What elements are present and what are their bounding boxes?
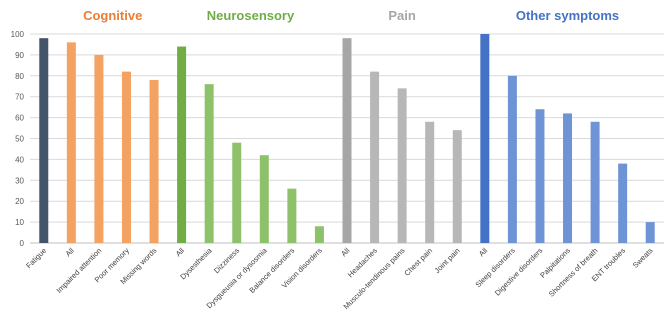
y-tick-label: 70: [15, 93, 24, 102]
bar-neurosensory-vision-disorders: [314, 226, 324, 243]
bar-cognitive-missing-words: [149, 79, 159, 243]
bar-neurosensory-all: [177, 46, 187, 243]
group-title-cognitive: Cognitive: [83, 8, 142, 23]
bar-fatigue: [39, 38, 49, 244]
bar-pain-chest-pain: [425, 121, 435, 243]
bar-other-symptoms-ent-troubles: [618, 163, 628, 243]
y-tick-label: 90: [15, 51, 24, 60]
x-category-label: All: [174, 246, 186, 258]
x-category-label: All: [339, 246, 351, 258]
x-category-label: Joint pain: [433, 246, 462, 275]
y-tick-label: 0: [20, 239, 25, 248]
y-tick-label: 20: [15, 197, 24, 206]
x-category-label: Impaired attention: [55, 246, 104, 295]
x-category-label: All: [477, 246, 489, 258]
group-title-pain: Pain: [388, 8, 416, 23]
bar-pain-headaches: [370, 71, 380, 244]
bar-pain-musculo-tendinous-pains: [397, 88, 407, 243]
bar-neurosensory-balance-disorders: [287, 188, 297, 243]
bar-other-symptoms-shortness-of-breath: [590, 121, 600, 243]
bar-other-symptoms-digestive-disorders: [535, 109, 545, 244]
y-tick-label: 30: [15, 176, 24, 185]
x-category-label: All: [63, 246, 75, 258]
bar-other-symptoms-palpitations: [563, 113, 573, 243]
bar-cognitive-poor-memory: [121, 71, 131, 244]
bar-pain-joint-pain: [452, 130, 462, 243]
x-category-label: Shortness of breath: [547, 246, 600, 299]
x-category-label: Chest pain: [402, 246, 434, 278]
group-title-other-symptoms: Other symptoms: [516, 8, 619, 23]
bar-neurosensory-dizziness: [232, 142, 242, 243]
y-tick-label: 50: [15, 135, 24, 144]
bar-other-symptoms-sweats: [645, 222, 655, 243]
bar-cognitive-impaired-attention: [94, 54, 104, 244]
y-tick-label: 10: [15, 218, 24, 227]
bar-other-symptoms-all: [480, 34, 490, 243]
y-tick-label: 100: [11, 30, 25, 39]
x-category-label: Fatigue: [24, 246, 48, 270]
bar-other-symptoms-sleep-disorders: [507, 75, 517, 243]
y-tick-label: 80: [15, 72, 24, 81]
bar-neurosensory-dysesthesia: [204, 84, 214, 243]
x-category-label: Digestive disorders: [493, 246, 545, 298]
bar-pain-all: [342, 38, 352, 244]
y-tick-label: 60: [15, 114, 24, 123]
group-title-neurosensory: Neurosensory: [207, 8, 295, 23]
x-category-label: Sweats: [631, 246, 655, 270]
y-tick-label: 40: [15, 155, 24, 164]
bar-neurosensory-dysgueusia-or-dysosmia: [259, 155, 269, 243]
bar-cognitive-all: [66, 42, 76, 243]
